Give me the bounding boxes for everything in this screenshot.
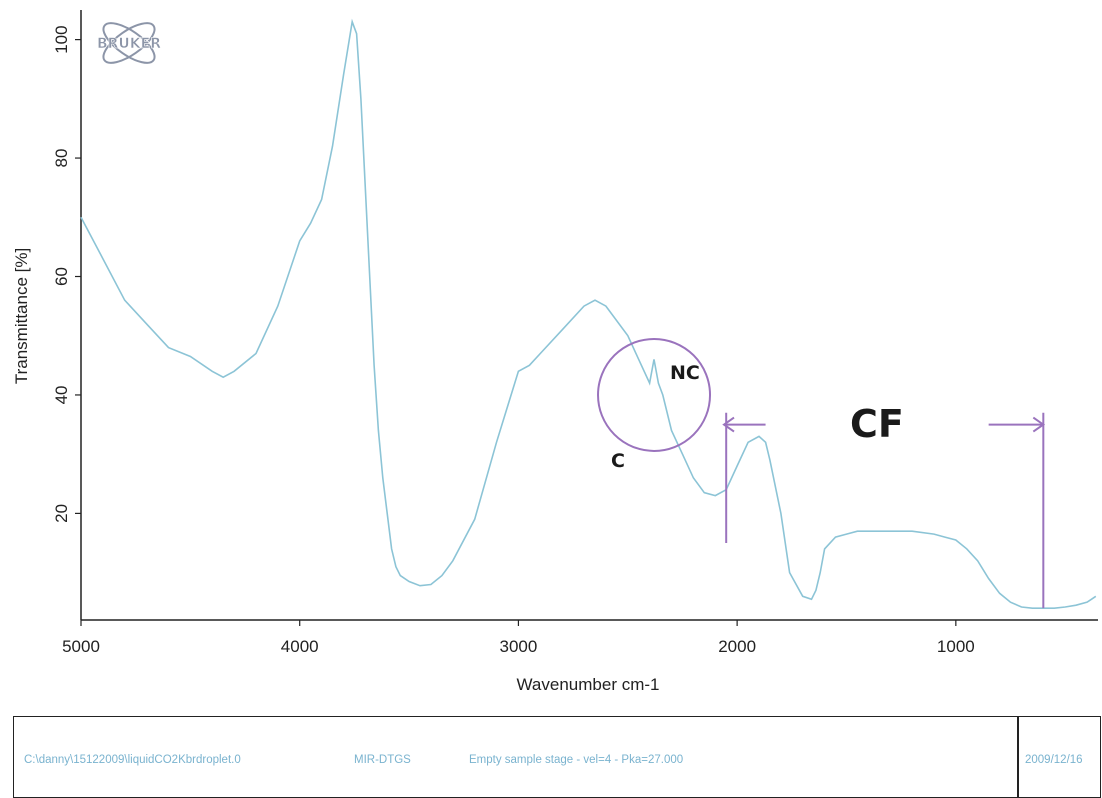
annotation-nc-label: NC [670, 362, 700, 384]
x-tick-label: 1000 [937, 637, 975, 656]
annotation-circle [597, 337, 712, 452]
annotation-cf-label: CF [850, 402, 904, 446]
x-tick-label: 5000 [62, 637, 100, 656]
y-tick-label: 40 [52, 385, 71, 404]
bruker-logo: BRUKER [97, 22, 162, 64]
spectrum-chart: 5000 4000 3000 2000 1000 20 40 60 80 100 Wavenum… [12, 10, 1098, 694]
annotation-arrowhead [1032, 416, 1046, 433]
y-tick-label: 20 [52, 504, 71, 523]
annotations [597, 337, 1046, 609]
date-text: 2009/12/16 [1025, 754, 1083, 766]
annotation-c-label: C [611, 450, 625, 472]
file-path-text: C:\danny\15122009\liquidCO2Kbrdroplet.0 [24, 754, 241, 766]
x-axis-label: Wavenumber cm-1 [517, 675, 660, 694]
y-tick-label: 80 [52, 149, 71, 168]
file-info-box: C:\danny\15122009\liquidCO2Kbrdroplet.0 … [13, 716, 1101, 798]
x-tick-label: 4000 [281, 637, 319, 656]
y-axis-ticks: 20 40 60 80 100 [52, 25, 81, 523]
footer-divider [1017, 717, 1019, 797]
y-tick-label: 60 [52, 267, 71, 286]
description-text: Empty sample stage - vel=4 - Pka=27.000 [469, 754, 684, 766]
spectrum-line [80, 18, 1097, 609]
detector-text: MIR-DTGS [354, 754, 411, 766]
x-axis-ticks: 5000 4000 3000 2000 1000 [62, 620, 975, 656]
x-tick-label: 2000 [718, 637, 756, 656]
annotation-arrowhead [722, 416, 735, 433]
y-axis-label: Transmittance [%] [12, 248, 31, 384]
bruker-logo-text: BRUKER [97, 36, 161, 52]
plot-frame [80, 10, 1098, 621]
x-tick-label: 3000 [500, 637, 538, 656]
y-tick-label: 100 [52, 25, 71, 53]
